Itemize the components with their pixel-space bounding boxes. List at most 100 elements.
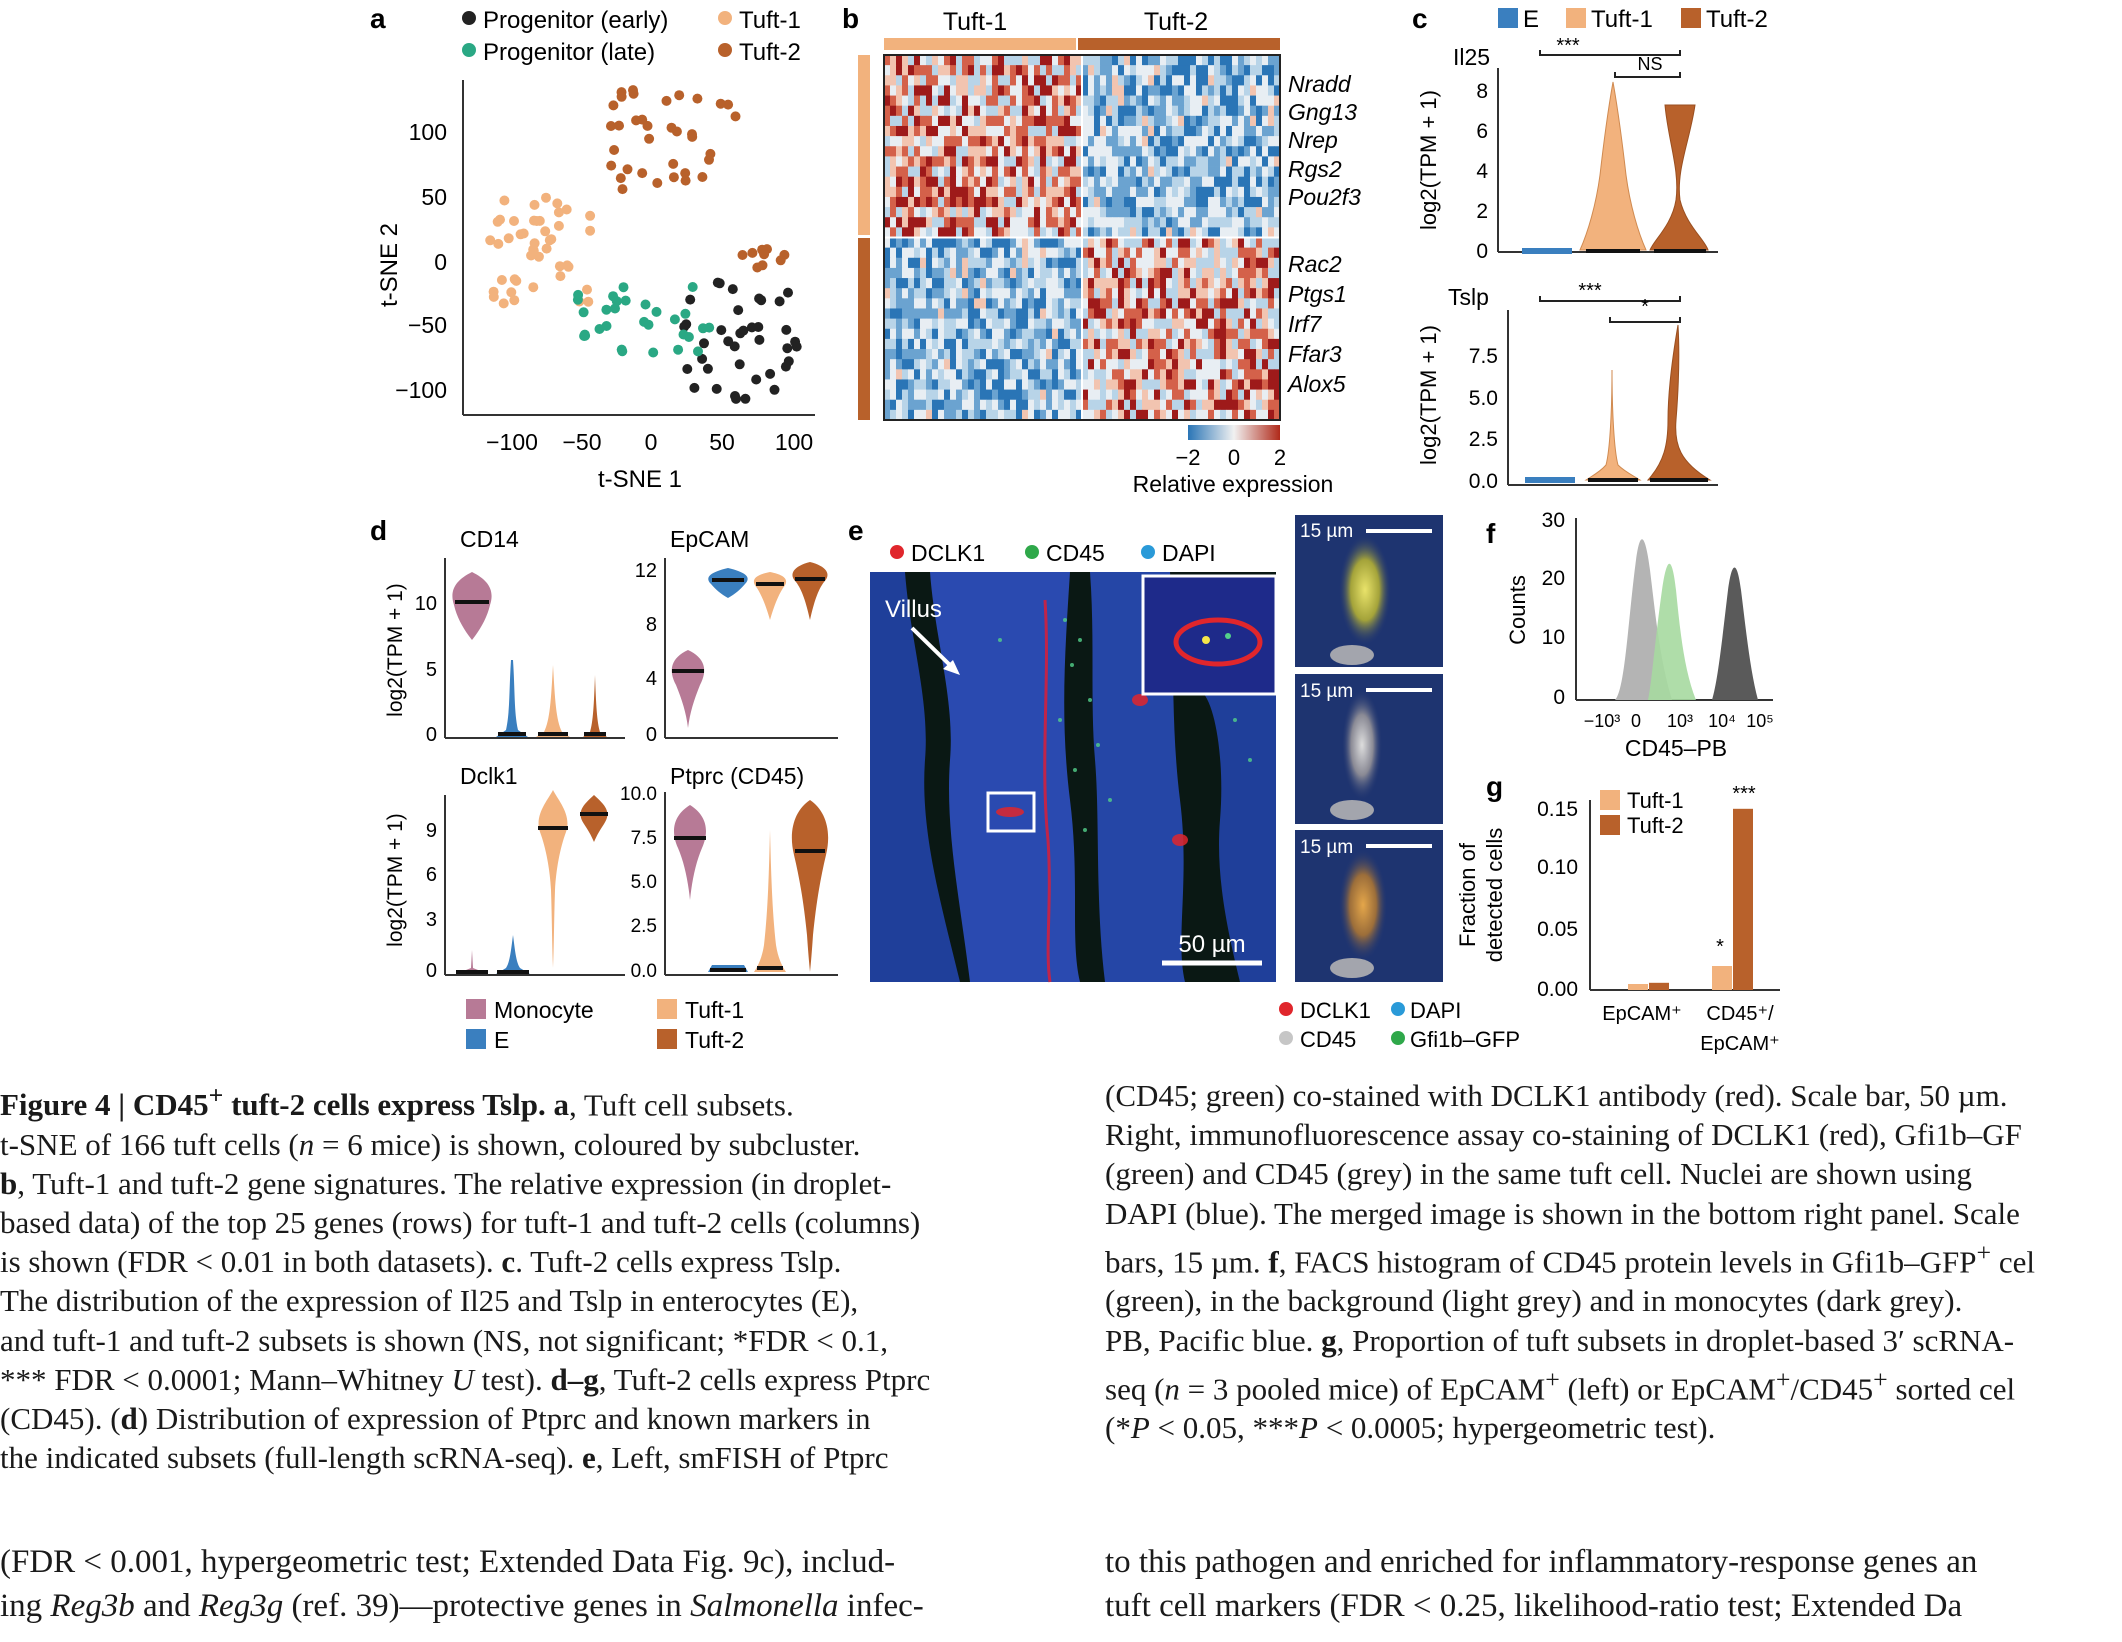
heatmap-cell: [1238, 247, 1245, 259]
heatmap-cell: [1172, 318, 1179, 330]
heatmap-cell: [986, 369, 993, 380]
heatmap-cell: [1262, 359, 1269, 370]
heatmap-cell: [1268, 247, 1275, 259]
heatmap-cell: [1106, 409, 1113, 421]
heatmap-cell: [1256, 85, 1263, 96]
heatmap-cell: [938, 227, 945, 238]
heatmap-cell: [1208, 298, 1215, 309]
heatmap-cell: [1022, 328, 1029, 340]
heatmap-cell: [1022, 95, 1029, 107]
heatmap-cell: [1058, 105, 1065, 117]
heatmap-cell: [938, 298, 945, 309]
heatmap-cell: [1262, 186, 1269, 198]
y-tick: 7.5: [631, 828, 657, 849]
tsne-point: [729, 341, 740, 352]
heatmap-cell: [1010, 338, 1017, 350]
heatmap-cell: [1142, 115, 1149, 127]
heatmap-cell: [938, 85, 945, 96]
heatmap-cell: [1196, 237, 1203, 249]
heatmap-cell: [998, 176, 1005, 188]
heatmap-cell: [1154, 288, 1161, 299]
heatmap-cell: [950, 389, 957, 401]
sig-il25-e-vs-tuft2: ***: [1556, 35, 1580, 57]
heatmap-cell: [1244, 247, 1251, 259]
heatmap-cell: [1118, 196, 1125, 208]
heatmap-cell: [896, 389, 903, 401]
heatmap-cell: [998, 65, 1005, 76]
heatmap-cell: [956, 308, 963, 320]
heatmap-cell: [992, 105, 999, 117]
heatmap-cell: [1214, 328, 1221, 340]
heatmap-cell: [950, 95, 957, 107]
heatmap-cell: [1256, 186, 1263, 198]
panel-f-y-label: Counts: [1505, 575, 1530, 645]
heatmap-cell: [920, 267, 927, 279]
heatmap-cell: [956, 267, 963, 279]
heatmap-cell: [1010, 288, 1017, 299]
heatmap-cell: [974, 55, 981, 66]
heatmap-cell: [998, 338, 1005, 350]
heatmap-cell: [1088, 146, 1095, 157]
heatmap-cell: [1220, 75, 1227, 86]
panel-g-cat-epcam: EpCAM⁺: [1602, 1003, 1681, 1025]
heatmap-cell: [1010, 176, 1017, 188]
heatmap-cell: [902, 267, 909, 279]
heatmap-cell: [1250, 257, 1257, 269]
heatmap-cell: [1268, 389, 1275, 401]
heatmap-cell: [974, 308, 981, 320]
tsne-point: [546, 234, 557, 245]
heatmap-cell: [1268, 267, 1275, 279]
heatmap-cell: [1100, 227, 1107, 238]
heatmap-cell: [896, 409, 903, 421]
heatmap-cell: [1202, 95, 1209, 107]
heatmap-cell: [1208, 95, 1215, 107]
heatmap-cell: [1010, 105, 1017, 117]
heatmap-cell: [1016, 217, 1023, 228]
heatmap-cell: [1136, 186, 1143, 198]
heatmap-cell: [938, 328, 945, 340]
heatmap-cell: [1220, 359, 1227, 370]
heatmap-cell: [896, 298, 903, 309]
heatmap-cell: [920, 389, 927, 401]
heatmap-cell: [1040, 85, 1047, 96]
heatmap-cell: [1028, 136, 1035, 147]
heatmap-cell: [1268, 176, 1275, 188]
heatmap-cell: [1100, 359, 1107, 370]
heatmap-cell: [950, 237, 957, 249]
heatmap-cell: [986, 65, 993, 76]
heatmap-cell: [884, 207, 891, 218]
heatmap-cell: [1238, 227, 1245, 238]
heatmap-cell: [908, 65, 915, 76]
y-tick: 10: [415, 593, 437, 615]
heatmap-cell: [1274, 85, 1281, 96]
heatmap-cell: [1040, 247, 1047, 259]
violin-tslp-tuft2: [1646, 324, 1712, 481]
heatmap-cell: [1136, 196, 1143, 208]
heatmap-cell: [1220, 338, 1227, 350]
heatmap-cell: [968, 125, 975, 137]
heatmap-cell: [1274, 328, 1281, 340]
heatmap-cell: [1226, 349, 1233, 360]
heatmap-cell: [1028, 349, 1035, 360]
heatmap-cell: [914, 217, 921, 228]
y-tick: 0: [434, 249, 447, 275]
tsne-point: [531, 216, 542, 226]
heatmap-cell: [932, 166, 939, 178]
heatmap-cell: [1106, 338, 1113, 350]
heatmap-cell: [1160, 217, 1167, 228]
heatmap-cell: [926, 186, 933, 198]
heatmap-cell: [1256, 176, 1263, 188]
heatmap-cell: [998, 75, 1005, 86]
heatmap-cell: [1058, 247, 1065, 259]
heatmap-cell: [1142, 95, 1149, 107]
heatmap-cell: [998, 207, 1005, 218]
heatmap-cell: [1124, 136, 1131, 147]
heatmap-cell: [1130, 115, 1137, 127]
heatmap-cell: [1142, 227, 1149, 238]
heatmap-cell: [998, 125, 1005, 137]
heatmap-cell: [1142, 237, 1149, 249]
heatmap-cell: [1010, 95, 1017, 107]
heatmap-cell: [1004, 338, 1011, 350]
heatmap-cell: [1106, 298, 1113, 309]
heatmap-cell: [914, 176, 921, 188]
